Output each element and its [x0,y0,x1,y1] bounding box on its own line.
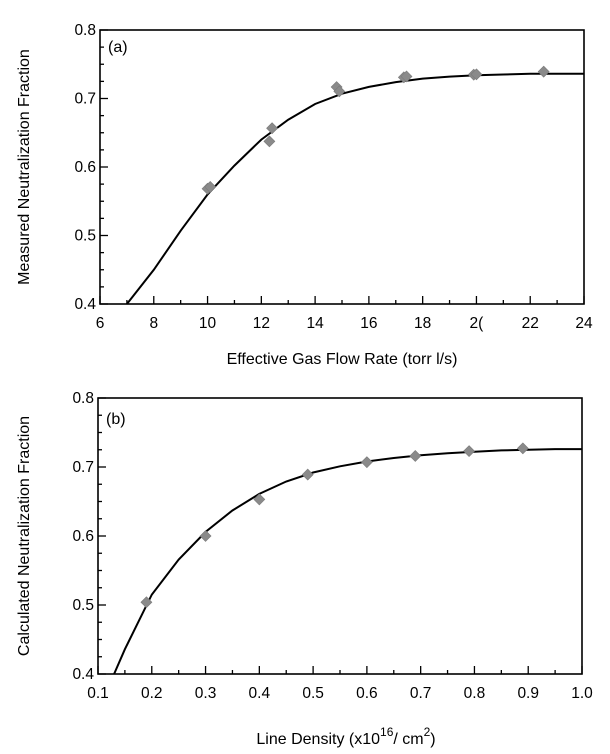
panel-a-label: (a) [108,39,128,56]
panel-a-x-tick-label: 14 [306,315,324,332]
panel-b-label: (b) [106,411,126,428]
panel-a-y-axis-label: Measured Neutralization Fraction [16,49,33,285]
panel-b-y-tick-label: 0.6 [72,528,94,545]
panel-b-data-point [516,442,529,455]
panel-a-frame [99,29,585,305]
panel-b-data-point [140,596,153,609]
panel-a-data-point [400,70,413,83]
panel-a-y-tick-label: 0.4 [74,296,96,313]
panel-a-y-tick-label: 0.8 [74,22,96,39]
panel-a-x-tick-label: 8 [149,315,158,332]
panel-a: 6 8 10 12 14 16 18 2( 22 24 0.4 0.5 0.6 0.7 0.8 (a) E… [16,22,593,368]
panel-b-y-tick-label: 0.4 [72,666,94,683]
panel-a-data-point [266,122,279,135]
panel-b-data-point [409,450,422,462]
panel-a-x-tick-label: 16 [360,315,377,332]
panel-b-x-tick-label: 0.1 [87,685,109,702]
panel-a-y-tick-label: 0.7 [74,91,96,108]
panel-b-ticks [97,397,583,675]
panel-a-x-tick-label: 6 [96,315,105,332]
panel-b-x-tick-label: 0.6 [356,685,378,702]
panel-b-data-point [360,456,373,469]
panel-b-data-points [140,442,529,609]
panel-b-frame [97,397,583,675]
panel-a-y-tick-label: 0.6 [74,159,96,176]
panel-b-x-axis-label-mid: / cm [393,731,423,748]
panel-b-x-axis-label-superscript-2: 2 [424,725,431,739]
panel-a-x-tick-label: 10 [199,315,217,332]
panel-a-y-tick-labels: 0.4 0.5 0.6 0.7 0.8 [74,22,96,313]
panel-b-data-point [253,493,266,506]
panel-a-data-point [537,65,550,78]
panel-a-data-point [263,135,276,148]
panel-a-data-point [470,68,483,81]
panel-a-x-tick-label: 24 [575,315,593,332]
panel-b-x-tick-label: 0.3 [195,685,217,702]
panel-b-data-point [463,445,475,458]
panel-a-x-axis-label: Effective Gas Flow Rate (torr l/s) [227,351,458,368]
panel-b-x-tick-label: 1.0 [571,685,593,702]
panel-a-y-tick-label: 0.5 [74,228,96,245]
panel-b-x-axis-label-superscript: 16 [380,725,394,739]
panel-a-data-point [204,181,217,193]
panel-a-fit-curve [126,72,584,305]
panel-b-x-tick-label: 0.4 [249,685,271,702]
panel-b: 0.1 0.2 0.3 0.4 0.5 0.6 0.7 0.8 0.9 1.0 0.4 0.5 0.6… [16,390,593,748]
panel-a-x-tick-label: 12 [253,315,270,332]
panel-b-x-axis-label-start: Line Density (x10 [256,731,380,748]
panel-a-ticks [99,29,585,305]
panel-b-data-point [301,468,314,481]
panel-a-data-points [201,65,550,195]
panel-b-x-tick-label: 0.7 [410,685,432,702]
panel-b-y-tick-label: 0.7 [72,459,94,476]
panel-b-y-tick-label: 0.8 [72,390,94,407]
panel-b-x-tick-label: 0.8 [464,685,486,702]
panel-b-x-tick-label: 0.9 [517,685,539,702]
panel-a-data-point [333,85,346,98]
panel-b-y-tick-labels: 0.4 0.5 0.6 0.7 0.8 [72,390,94,683]
panel-b-fit-curve [113,448,582,675]
panel-a-x-tick-label: 22 [522,315,539,332]
panel-b-y-axis-label: Calculated Neutralization Fraction [16,416,33,656]
panel-b-y-tick-label: 0.5 [72,597,94,614]
panel-a-x-tick-label: 2( [470,315,485,332]
panel-b-x-tick-labels: 0.1 0.2 0.3 0.4 0.5 0.6 0.7 0.8 0.9 1.0 [87,685,593,702]
panel-a-x-tick-labels: 6 8 10 12 14 16 18 2( 22 24 [96,315,593,332]
panel-b-x-axis-label-end: ) [430,731,435,748]
panel-b-x-tick-label: 0.2 [141,685,163,702]
panel-b-x-tick-label: 0.5 [302,685,324,702]
panel-b-data-point [199,530,212,542]
panel-a-x-tick-label: 18 [414,315,431,332]
panel-b-x-axis-label: Line Density (x1016/ cm2) [256,725,435,748]
